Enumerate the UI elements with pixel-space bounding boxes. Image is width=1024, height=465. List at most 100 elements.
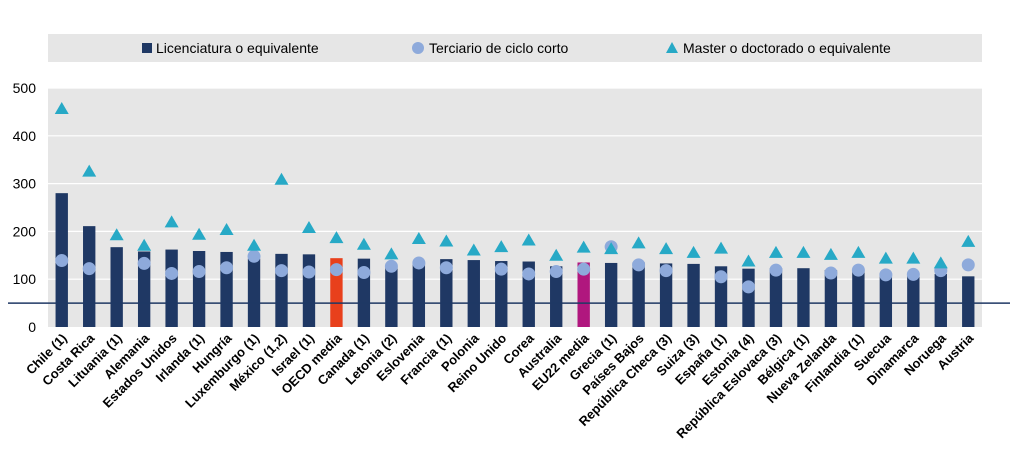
bar [604, 262, 618, 327]
bar [907, 273, 920, 327]
bar [934, 273, 947, 327]
triangle-marker [109, 228, 124, 241]
bar [467, 260, 480, 327]
bar [742, 268, 755, 327]
legend-marker-terciario [412, 42, 424, 54]
circle-marker [384, 259, 398, 273]
circle-marker [549, 265, 563, 279]
bar [192, 250, 206, 327]
triangle-marker [796, 245, 811, 258]
triangle-marker [329, 231, 344, 244]
circle-marker [329, 263, 343, 277]
circle-marker [906, 267, 920, 281]
legend-label-master: Master o doctorado o equivalente [683, 40, 891, 56]
circle-marker [82, 262, 96, 276]
circle-marker [55, 254, 69, 268]
triangle-marker [439, 234, 454, 247]
bar [110, 247, 123, 327]
circle-marker [220, 261, 234, 275]
circle-marker [165, 266, 179, 280]
triangle-marker [549, 248, 564, 261]
circle-marker [824, 266, 838, 280]
circle-marker [439, 261, 453, 275]
circle-marker [357, 266, 371, 280]
legend-label-terciario: Terciario de ciclo corto [429, 40, 568, 56]
triangle-marker [521, 233, 536, 246]
triangle-marker [137, 238, 152, 251]
triangle-marker [164, 215, 179, 228]
triangle-marker [466, 243, 481, 256]
bar [962, 276, 975, 327]
bar [824, 270, 838, 327]
bar [302, 254, 316, 327]
circle-marker [742, 280, 755, 294]
circle-marker [137, 256, 151, 270]
circle-marker [714, 270, 728, 284]
legend-label-licenciatura: Licenciatura o equivalente [156, 40, 319, 56]
triangle-marker [576, 240, 591, 253]
circle-marker [961, 258, 975, 272]
triangle-marker [301, 221, 316, 234]
triangle-marker [933, 256, 948, 269]
bar [550, 266, 563, 327]
bar [137, 251, 151, 327]
bar [385, 266, 398, 327]
bar [165, 249, 178, 327]
circle-marker [851, 263, 865, 277]
circle-marker [769, 263, 783, 277]
bar [852, 270, 865, 327]
bar [769, 268, 783, 327]
bar [330, 258, 343, 327]
circle-marker [879, 268, 893, 282]
circle-marker [302, 265, 316, 279]
circle-marker [659, 264, 673, 278]
bar [577, 262, 590, 327]
triangle-marker [54, 102, 69, 115]
triangle-marker [192, 227, 207, 240]
triangle-marker [384, 247, 399, 260]
y-tick-label: 0 [28, 319, 36, 335]
legend-marker-master [666, 42, 678, 53]
y-tick-label: 300 [13, 176, 37, 192]
triangle-marker [686, 245, 701, 258]
triangle-marker [714, 241, 729, 254]
circle-markers [55, 240, 975, 294]
y-tick-label: 500 [13, 80, 37, 96]
triangle-markers [54, 102, 976, 269]
triangle-marker [878, 251, 893, 264]
circle-marker [522, 267, 536, 281]
bar [797, 268, 810, 327]
triangle-marker [219, 222, 234, 235]
triangle-marker [247, 238, 262, 251]
bar [632, 262, 645, 327]
y-tick-label: 200 [13, 223, 37, 239]
bar [83, 226, 96, 327]
triangle-marker [851, 245, 866, 258]
triangle-marker [631, 236, 646, 249]
circle-marker [275, 264, 288, 278]
y-tick-label: 400 [13, 128, 37, 144]
triangle-marker [659, 242, 674, 255]
bar [659, 263, 673, 327]
triangle-marker [411, 232, 426, 245]
legend-band [48, 34, 982, 62]
triangle-marker [768, 245, 783, 258]
plot-background [48, 88, 982, 327]
circle-marker [247, 249, 261, 263]
bar [495, 261, 508, 327]
y-tick-label: 100 [13, 271, 37, 287]
triangle-marker [741, 254, 756, 267]
bar [247, 258, 261, 327]
legend-marker-licenciatura [142, 43, 152, 53]
triangle-marker [823, 247, 838, 260]
bar [687, 263, 700, 327]
triangle-marker [494, 240, 509, 253]
triangle-marker [82, 164, 97, 177]
triangle-marker [906, 251, 921, 264]
triangle-marker [356, 237, 371, 250]
legend: Licenciatura o equivalente Terciario de … [142, 40, 891, 56]
circle-marker [494, 262, 508, 276]
circle-marker [632, 258, 646, 272]
